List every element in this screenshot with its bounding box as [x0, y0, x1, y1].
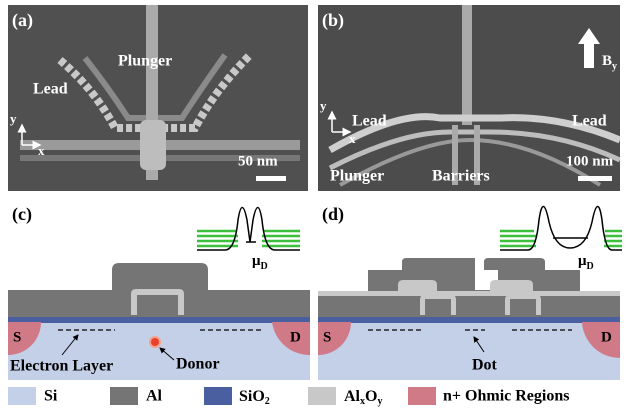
label-plunger: Plunger — [330, 168, 384, 185]
device-d — [318, 258, 620, 380]
legend-label: SiO2 — [239, 388, 270, 408]
label-drain: D — [290, 329, 301, 345]
legend-label: Al — [146, 388, 163, 405]
potential-c — [197, 208, 300, 251]
scale-bar — [578, 176, 612, 181]
scale-bar — [256, 176, 286, 181]
label-source: S — [13, 329, 21, 345]
panel-label: (c) — [12, 204, 32, 225]
scale-bar-label: 50 nm — [238, 153, 278, 169]
axis-x: x — [38, 143, 45, 158]
panel-label: (a) — [12, 10, 33, 31]
label-plunger: Plunger — [118, 53, 172, 70]
axis-y: y — [320, 98, 327, 113]
label-source: S — [323, 329, 331, 345]
label-lead: Lead — [33, 81, 68, 98]
label-barriers: Barriers — [432, 168, 490, 185]
potential-d — [500, 206, 622, 250]
axis-y: y — [10, 111, 17, 126]
panel-label: (b) — [322, 10, 344, 31]
legend-label: AlxOy — [344, 388, 382, 408]
legend-label: Si — [44, 388, 58, 405]
label-drain: D — [601, 329, 612, 345]
legend: Si Al SiO2 AlxOy n+ Ohmic Regions — [8, 387, 569, 407]
label-electron-layer: Electron Layer — [10, 358, 113, 375]
legend-label: n+ Ohmic Regions — [443, 388, 569, 405]
chemical-potential: μD — [252, 253, 268, 272]
label-lead: Lead — [352, 113, 387, 130]
figure: (a) Lead Plunger 50 nm y x (b) Lead Lead… — [0, 0, 626, 409]
label-donor: Donor — [176, 356, 220, 373]
axis-x: x — [349, 131, 356, 146]
scale-bar-label: 100 nm — [566, 153, 614, 169]
panel-label: (d) — [322, 204, 344, 225]
label-dot: Dot — [472, 357, 498, 374]
label-lead: Lead — [572, 113, 607, 130]
chemical-potential: μD — [578, 253, 594, 272]
